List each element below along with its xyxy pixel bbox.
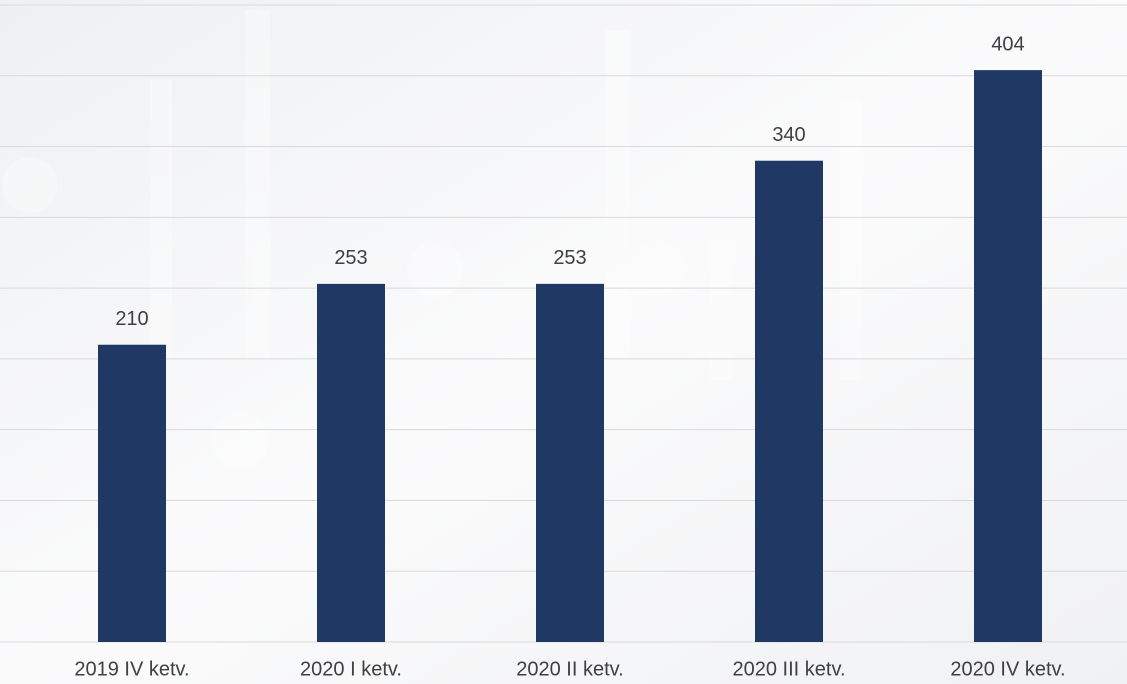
data-label: 253 [334,247,367,269]
bar [974,70,1042,643]
x-tick-label: 2020 IV ketv. [950,658,1065,680]
background-decoration [2,10,862,468]
data-label: 404 [991,33,1024,55]
data-label: 340 [772,124,805,146]
data-label: 253 [553,247,586,269]
data-label: 210 [115,308,148,330]
x-tick-label: 2020 II ketv. [516,658,623,680]
x-tick-label: 2019 IV ketv. [74,658,189,680]
bar [317,283,385,642]
x-tick-label: 2020 I ketv. [300,658,402,680]
bar [98,344,166,642]
x-tick-label: 2020 III ketv. [732,658,845,680]
bar [755,160,823,642]
bar [536,283,604,642]
